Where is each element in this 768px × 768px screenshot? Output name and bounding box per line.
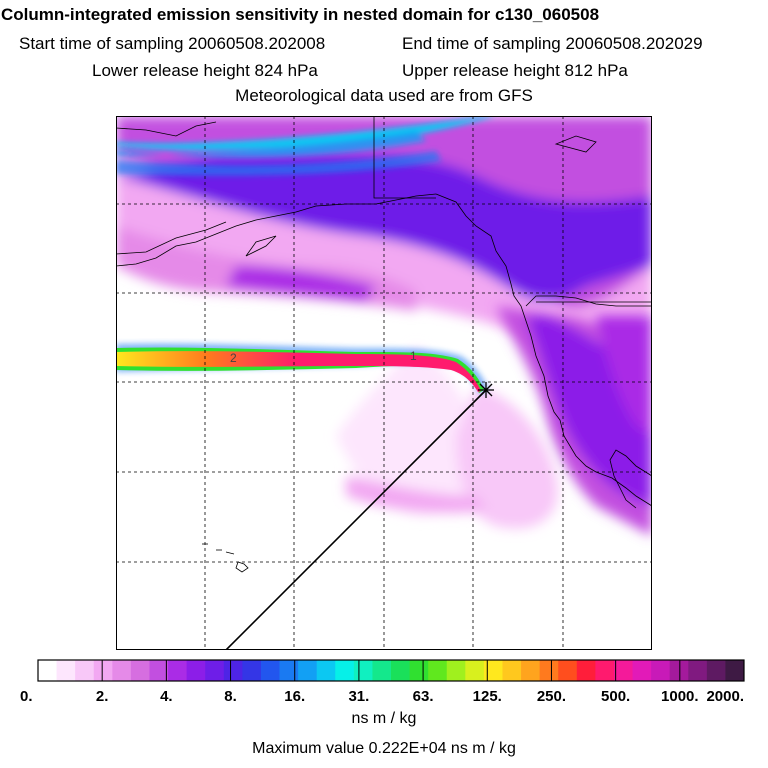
legend-tick-label: 8. <box>224 688 237 705</box>
sensitivity-field-north <box>116 116 652 363</box>
sensitivity-map: 2 1 <box>116 116 652 650</box>
legend-tick-label: 0. <box>20 688 33 705</box>
map-title: Column-integrated emission sensitivity i… <box>1 5 600 24</box>
start-time-label: Start time of sampling 20060508.202008 <box>19 34 326 53</box>
legend-tick-label: 500. <box>601 688 630 705</box>
legend-swatch <box>242 660 262 681</box>
legend-swatch <box>335 660 355 681</box>
cross-section-line <box>225 389 487 650</box>
legend-swatch <box>298 660 318 681</box>
color-legend: 0. 2. 4. 8. 16. 31. 63. 125. 250. 500. 1000. 2000. <box>20 659 745 705</box>
legend-tick-label: 31. <box>348 688 369 705</box>
legend-tick-marks <box>37 660 745 681</box>
legend-swatch <box>632 660 652 681</box>
legend-swatch <box>372 660 392 681</box>
legend-swatch <box>446 660 466 681</box>
legend-swatch <box>725 660 745 681</box>
legend-swatch <box>75 660 95 681</box>
legend-swatch <box>428 660 448 681</box>
legend-swatch <box>353 660 373 681</box>
legend-tick-labels: 0. 2. 4. 8. 16. 31. 63. 125. 250. 500. 1000. 2000. <box>20 688 744 705</box>
legend-swatch <box>669 660 689 681</box>
met-data-label: Meteorological data used are from GFS <box>235 86 533 105</box>
legend-swatch <box>149 660 169 681</box>
legend-swatch <box>186 660 206 681</box>
legend-swatch <box>558 660 578 681</box>
legend-tick-label: 63. <box>413 688 434 705</box>
legend-swatch <box>223 660 243 681</box>
legend-swatch <box>576 660 596 681</box>
legend-swatch <box>465 660 485 681</box>
legend-swatch <box>539 660 559 681</box>
legend-tick-label: 4. <box>160 688 173 705</box>
legend-swatch <box>93 660 113 681</box>
legend-swatch <box>260 660 280 681</box>
legend-tick-label: 1000. <box>661 688 699 705</box>
legend-swatch <box>130 660 150 681</box>
track-label-2: 2 <box>230 351 237 365</box>
legend-swatch <box>595 660 615 681</box>
legend-swatch <box>279 660 299 681</box>
release-star-icon <box>478 382 494 398</box>
legend-swatch <box>205 660 225 681</box>
maximum-value-label: Maximum value 0.222E+04 ns m / kg <box>252 740 516 757</box>
legend-swatch <box>613 660 633 681</box>
end-time-label: End time of sampling 20060508.202029 <box>402 34 703 53</box>
legend-tick-label: 2000. <box>706 688 744 705</box>
hawaii-islands <box>202 543 249 573</box>
plume-track <box>116 343 488 394</box>
legend-swatch <box>502 660 522 681</box>
legend-swatch <box>521 660 541 681</box>
legend-tick-label: 250. <box>537 688 566 705</box>
legend-swatch <box>316 660 336 681</box>
legend-tick-label: 125. <box>473 688 502 705</box>
legend-swatch <box>56 660 76 681</box>
legend-tick-label: 16. <box>284 688 305 705</box>
map-frame <box>116 116 652 650</box>
legend-swatch <box>651 660 671 681</box>
legend-swatch <box>112 660 132 681</box>
legend-units: ns m / kg <box>351 710 417 727</box>
legend-swatch <box>483 660 503 681</box>
legend-swatch <box>688 660 708 681</box>
legend-swatch <box>706 660 726 681</box>
jet-band <box>116 116 496 176</box>
coastal-field <box>336 306 652 536</box>
track-label-1: 1 <box>410 349 417 363</box>
lower-release-label: Lower release height 824 hPa <box>92 61 318 80</box>
legend-tick-label: 2. <box>96 688 109 705</box>
domain-box <box>373 116 652 303</box>
legend-swatch <box>38 660 57 681</box>
map-grid <box>116 116 652 650</box>
legend-swatch <box>168 660 188 681</box>
legend-swatches <box>38 660 745 681</box>
legend-swatch <box>409 660 429 681</box>
legend-swatch <box>391 660 410 681</box>
upper-release-label: Upper release height 812 hPa <box>402 61 628 80</box>
